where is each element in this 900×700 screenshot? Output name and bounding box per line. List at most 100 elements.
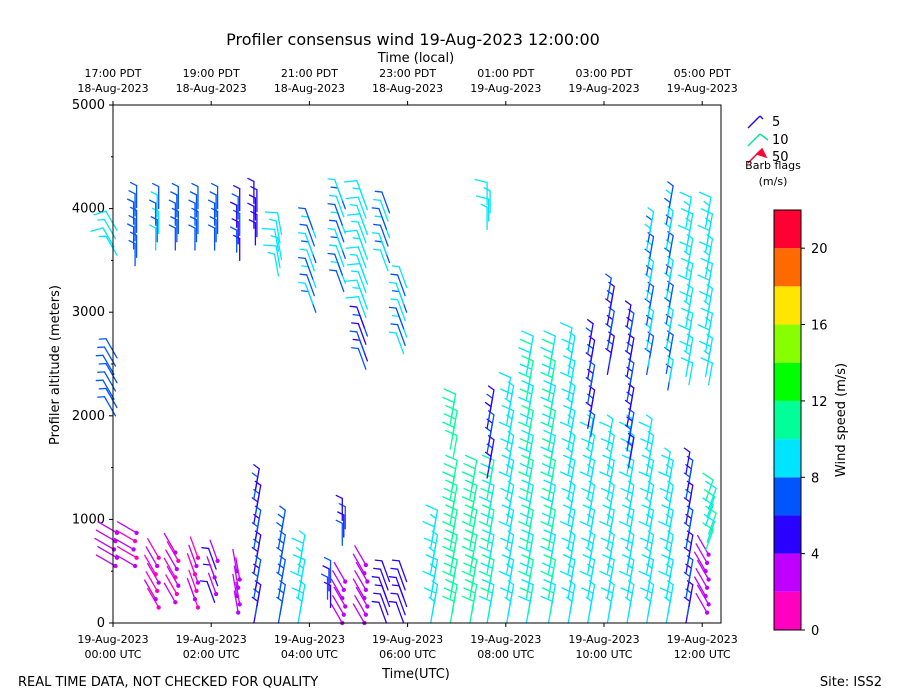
barb-feather — [445, 429, 458, 437]
barb-staff — [356, 254, 366, 277]
barb-feather — [480, 537, 494, 544]
wind-barb — [481, 454, 495, 483]
barb-feather — [90, 227, 104, 232]
barb-feather — [521, 554, 534, 561]
barb-feather — [188, 224, 196, 229]
barb-dot — [176, 558, 181, 563]
barb-staff — [696, 534, 710, 556]
barb-feather — [498, 570, 512, 578]
barb-feather — [251, 522, 259, 528]
wind-barb — [297, 232, 314, 255]
top-tick-date-1: 18-Aug-2023 — [77, 82, 148, 95]
barb-staff — [528, 459, 534, 483]
barb-feather — [276, 596, 283, 602]
wind-barb — [521, 330, 534, 359]
barb-staff — [506, 376, 512, 400]
barb-feather — [210, 182, 219, 188]
wind-barb — [186, 552, 198, 577]
barb-staff — [489, 459, 495, 483]
wind-barb — [664, 247, 671, 275]
barb-feather — [518, 545, 531, 553]
barb-staff — [95, 554, 117, 567]
barb-feather — [251, 571, 259, 578]
barb-feather — [585, 497, 593, 503]
barb-dot — [341, 587, 346, 592]
barb-feather — [519, 388, 533, 395]
barb-staff — [357, 221, 367, 244]
barb-staff — [280, 534, 286, 558]
barb-feather — [683, 447, 691, 453]
barb-dot — [156, 555, 161, 560]
wind-barb — [695, 543, 710, 566]
barb-feather — [442, 570, 455, 578]
barb-feather — [543, 554, 556, 561]
barb-feather — [295, 546, 303, 553]
wind-barb — [235, 557, 242, 582]
barb-staff — [550, 434, 556, 458]
barb-feather — [698, 191, 712, 198]
barb-feather — [700, 307, 714, 314]
barb-feather — [543, 330, 556, 337]
y-tick-labels: 0 1000 2000 3000 4000 5000 — [72, 98, 105, 631]
barb-feather — [599, 570, 612, 578]
wind-barb — [149, 199, 157, 226]
wind-barb — [351, 270, 367, 294]
barb-staff — [489, 484, 495, 508]
barb-feather — [129, 181, 138, 187]
barb-feather — [618, 570, 632, 578]
barb-staff — [452, 509, 458, 533]
barb-staff — [232, 548, 238, 572]
barb-feather — [487, 385, 495, 391]
barb-feather — [579, 570, 593, 578]
barb-feather — [504, 546, 512, 553]
barb-feather — [373, 198, 382, 202]
wind-barb — [299, 273, 315, 297]
wind-barb — [189, 191, 198, 218]
barb-dot — [173, 550, 178, 555]
barb-feather — [346, 262, 361, 266]
wind-barb — [644, 223, 652, 251]
barb-dot — [704, 610, 710, 615]
barb-dot — [195, 605, 201, 610]
wind-barb — [501, 405, 515, 434]
wind-barb — [703, 250, 711, 278]
wind-barb — [501, 504, 515, 533]
barb-feather — [645, 414, 653, 420]
wind-barb — [261, 227, 280, 252]
barb-feather — [658, 570, 671, 578]
barb-feather — [664, 347, 671, 353]
barb-feather — [585, 546, 593, 553]
barb-feather — [445, 454, 458, 462]
wind-barb — [166, 566, 181, 588]
barb-staff — [186, 577, 196, 600]
barb-feather — [581, 487, 594, 495]
barb-staff — [472, 534, 478, 558]
barb-feather — [605, 497, 612, 503]
barb-feather — [352, 313, 361, 317]
colorbar-tick-4: 4 — [811, 548, 819, 563]
wind-barb — [445, 405, 458, 434]
wind-barb — [683, 250, 691, 278]
wind-barb — [171, 182, 179, 210]
barb-staff — [649, 459, 655, 483]
wind-barb — [98, 338, 118, 359]
barb-feather — [640, 587, 653, 594]
wind-barb — [201, 547, 217, 570]
barb-staff — [570, 584, 576, 608]
wind-barb — [116, 521, 139, 536]
barb-feather — [541, 388, 555, 395]
barb-feather — [171, 182, 179, 188]
barb-staff — [333, 586, 346, 608]
barb-feather — [373, 592, 382, 595]
barb-feather — [442, 496, 455, 503]
wind-barb — [693, 551, 708, 574]
wind-barb — [445, 454, 458, 483]
barb-staff — [528, 360, 534, 384]
wind-barb — [602, 454, 615, 483]
barb-dot — [176, 583, 181, 588]
wind-barb — [351, 220, 367, 244]
barb-feather — [191, 182, 199, 188]
barb-feather — [202, 563, 211, 566]
wind-barb — [209, 191, 217, 218]
barb-feather — [683, 571, 691, 578]
